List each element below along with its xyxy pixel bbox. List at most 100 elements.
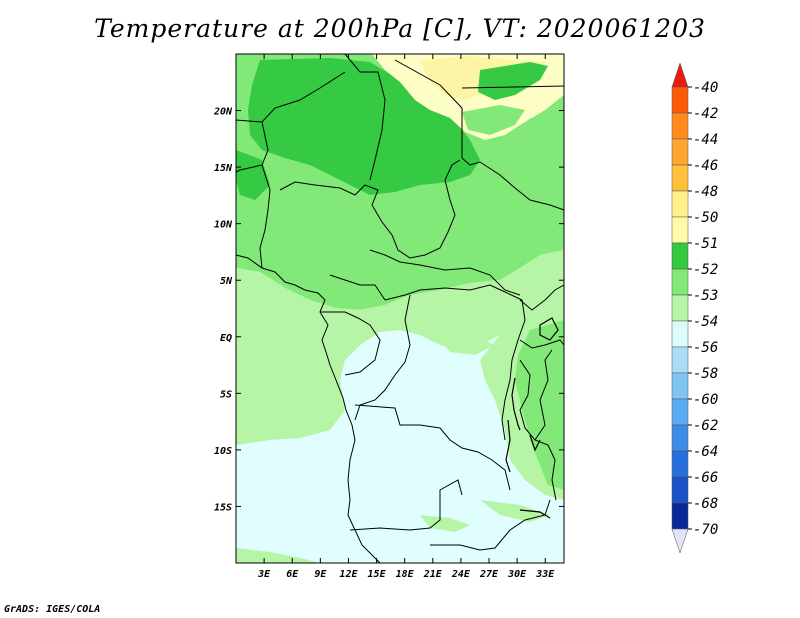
lake-shoreline [539,317,559,341]
legend-color-cell [671,346,689,374]
legend-label: -48 [693,184,718,200]
border-line [320,311,381,376]
legend-color-cell [671,242,689,270]
legend-color-cell [671,86,689,114]
x-tick-label: 6E [286,569,299,580]
region-minus-53-east [515,320,564,490]
y-tick-label: EQ [220,333,232,344]
legend-label: -51 [693,236,718,252]
border-line [430,499,551,551]
border-line [329,274,386,301]
border-line [519,339,565,349]
lakes [505,317,559,519]
temperature-shading [236,54,564,563]
x-tick-label: 18E [396,569,415,580]
y-tick-label: 15S [214,502,232,513]
border-line [354,294,411,421]
x-tick-label: 24E [451,569,471,580]
y-tick-label: 10N [214,220,233,231]
legend-label: -66 [693,470,718,486]
legend-label: -46 [693,158,718,174]
x-tick-label: 9E [314,569,327,580]
legend-color-cell [671,476,689,504]
region-minus-54-streak [480,500,550,522]
y-tick-label: 20N [213,107,233,118]
x-tick-label: 3E [257,569,271,580]
map-plot-area [235,53,565,564]
x-tick-label: 27E [479,569,499,580]
region-minus-52-patch [236,150,270,200]
legend-label: -42 [693,106,718,122]
legend-label: -54 [693,314,718,330]
border-line [519,359,557,501]
legend-color-cell [671,294,689,322]
x-tick-label: 21E [423,569,443,580]
legend-label: -58 [693,366,718,382]
legend-color-cell [671,502,689,530]
legend-color-cell [671,372,689,400]
region-minus-52-streak [478,62,548,100]
border-line [279,159,461,259]
x-tick-label: 15E [368,569,387,580]
legend-color-cell [671,216,689,244]
x-tick-label: 30E [507,569,527,580]
y-tick-label: 5S [220,389,232,400]
x-tick-label: 12E [339,569,358,580]
x-tick-label: 33E [535,569,555,580]
legend-bottom-arrow [671,528,689,554]
legend-label: -50 [693,210,718,226]
legend-color-cell [671,320,689,348]
border-line [235,71,346,123]
country-borders [235,53,565,564]
region-minus-53-streak [462,105,525,135]
legend-color-cell [671,190,689,218]
border-line [519,284,565,311]
legend-top-arrow [671,62,689,88]
lake-shoreline [511,377,521,431]
border-line [344,53,386,181]
legend-color-cell [671,450,689,478]
border-line [461,85,565,89]
y-tick-label: 15N [214,163,233,174]
region-minus-54-streak [440,335,495,355]
legend-color-cell [671,138,689,166]
legend-label: -68 [693,496,718,512]
legend-label: -62 [693,418,718,434]
border-line [354,404,511,491]
border-line [394,59,463,158]
legend-label: -52 [693,262,718,278]
legend-color-cell [671,164,689,192]
legend-color-cell [671,424,689,452]
region-minus-54 [236,250,564,445]
legend-label: -53 [693,288,718,304]
legend-label: -60 [693,392,718,408]
border-line [384,284,526,441]
longitude-axis: 3E 6E 9E 12E 15E 18E 21E 24E 27E 30E 33E [257,54,555,580]
border-line [235,254,381,564]
legend-color-cell [671,268,689,296]
legend-label: -44 [693,132,718,148]
border-line [259,164,271,269]
legend-color-cell [671,112,689,140]
y-tick-label: 10S [214,446,232,457]
legend-label: -64 [693,444,718,460]
color-legend: -40 -42 -44 -46 -48 -50 -51 -52 -53 -54 -56 -58 -60 -… [671,62,718,554]
region-minus-54-streak [420,515,470,532]
border-line [349,479,463,531]
latitude-axis: 20N 15N 10N 5N EQ 5S 10S 15S [213,107,564,513]
lake-shoreline [505,419,511,473]
legend-label: -70 [693,522,718,538]
lake-shoreline [519,509,551,519]
chart-title: Temperature at 200hPa [C], VT: 202006120… [94,14,706,43]
legend-color-cell [671,398,689,426]
map-frame [235,53,565,564]
legend-label: -40 [693,80,718,96]
border-line [534,349,553,441]
y-tick-label: 5N [220,276,233,287]
border-line [369,249,521,296]
lake-shoreline [529,434,541,452]
legend-label: -56 [693,340,718,356]
border-line [461,157,565,211]
region-minus-54-streak [236,548,320,563]
